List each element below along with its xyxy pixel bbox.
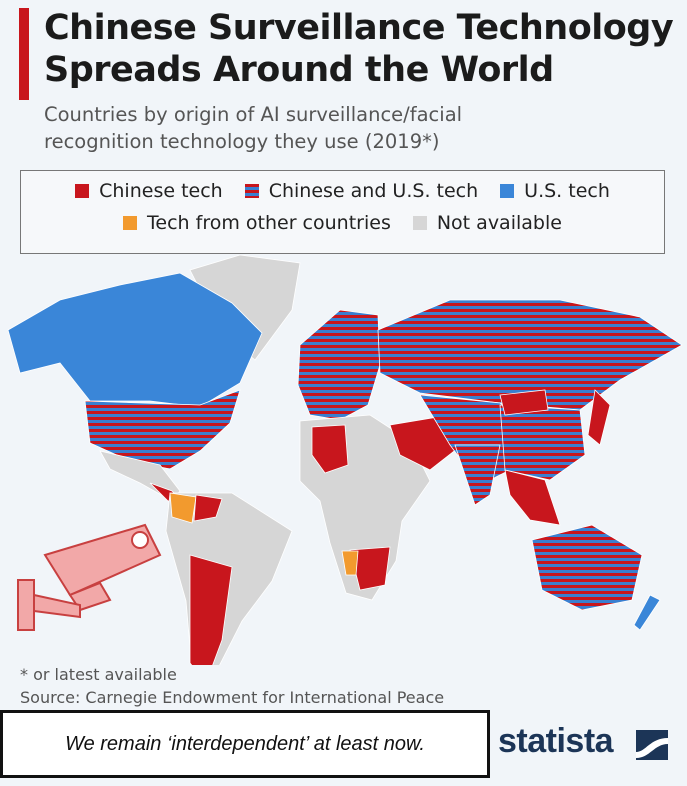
legend-label: Chinese tech (99, 180, 223, 202)
title: Chinese Surveillance Technology (44, 8, 674, 48)
canada (7, 272, 263, 408)
logo: statista (498, 722, 614, 760)
legend-swatch (244, 184, 259, 198)
accent-bar (19, 8, 29, 100)
legend-item: Chinese and U.S. tech (244, 180, 479, 202)
logo-icon (636, 730, 668, 760)
usa (84, 389, 241, 470)
india (454, 444, 501, 506)
argentina-chile (189, 554, 233, 665)
subtitle: Countries by origin of AI surveillance/f… (44, 103, 463, 126)
source: Source: Carnegie Endowment for Internati… (20, 688, 445, 707)
camera-icon (17, 523, 162, 631)
caption: We remain ‘interdependent’ at least now. (0, 710, 490, 778)
legend-item: U.S. tech (500, 180, 610, 202)
legend-item: Tech from other countries (123, 212, 391, 234)
legend-swatch (75, 184, 90, 198)
namibia (341, 550, 359, 576)
legend-label: Tech from other countries (147, 212, 391, 234)
title: Spreads Around the World (44, 50, 554, 90)
footnote: * or latest available (20, 665, 177, 684)
legend-label: U.S. tech (524, 180, 610, 202)
legend-swatch (500, 184, 515, 198)
legend-item: Chinese tech (75, 180, 223, 202)
russia (377, 299, 683, 411)
new-zealand (633, 594, 661, 631)
legend-swatch (123, 216, 138, 230)
southeast-asia (504, 469, 561, 526)
australia (531, 524, 643, 611)
legend-swatch (412, 216, 427, 230)
legend-item: Not available (412, 212, 562, 234)
world-map (7, 255, 683, 665)
japan (587, 389, 611, 446)
subtitle: recognition technology they use (2019*) (44, 130, 440, 153)
north-africa (311, 424, 349, 474)
legend-label: Chinese and U.S. tech (268, 180, 479, 202)
colombia (169, 492, 197, 524)
venezuela-ecuador (193, 494, 223, 522)
legend-label: Not available (436, 212, 562, 234)
europe (297, 309, 381, 421)
china (499, 404, 586, 481)
legend: Chinese tech Chinese and U.S. tech U.S. te… (20, 170, 665, 254)
legend-row: Tech from other countries Not available (21, 212, 664, 234)
mongolia (499, 389, 549, 416)
legend-row: Chinese tech Chinese and U.S. tech U.S. te… (21, 180, 664, 202)
southern-africa (349, 546, 391, 591)
